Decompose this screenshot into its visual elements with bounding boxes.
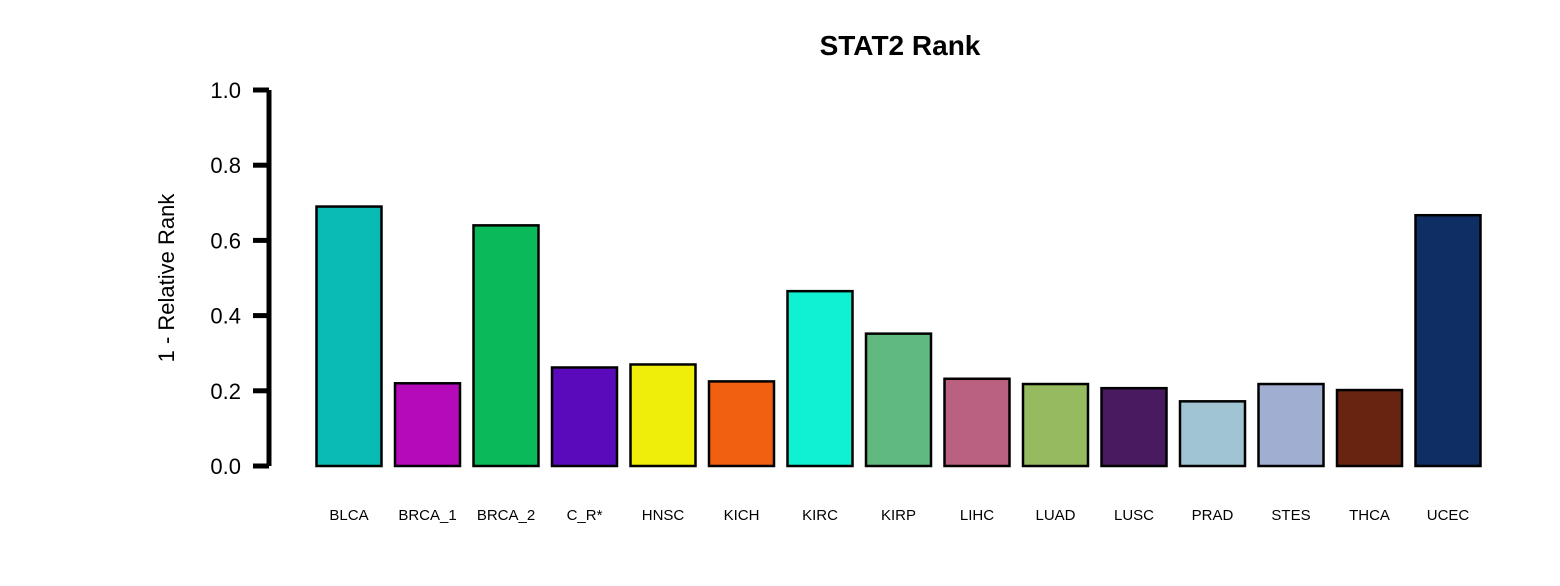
y-tick-label: 0.6 (210, 228, 241, 253)
bar-brca-1 (393, 382, 462, 468)
y-tick-label: 0.2 (210, 379, 241, 404)
bar-stes (1257, 382, 1325, 468)
chart-title: STAT2 Rank (820, 30, 981, 61)
bar-luad (1021, 382, 1090, 468)
bar-c-r (550, 366, 619, 468)
x-category-label: KIRP (881, 507, 916, 524)
bar-kirc (786, 289, 854, 468)
bar-brca-2 (472, 224, 540, 468)
x-category-label: UCEC (1427, 507, 1470, 524)
y-tick-label: 0.0 (210, 454, 241, 479)
bar-kirp (864, 332, 933, 468)
bars-group (315, 205, 1482, 468)
bar-hnsc (629, 363, 697, 468)
x-category-label: BLCA (329, 507, 368, 524)
category-labels: BLCA BRCA_1 BRCA_2 C_R* HNSC KICH KIRC KIRP LIHC… (329, 507, 1469, 524)
bar-kich (707, 380, 776, 468)
x-category-label: STES (1271, 507, 1310, 524)
bar-ucec (1414, 213, 1482, 468)
bar-thca (1335, 388, 1404, 468)
x-category-label: BRCA_1 (398, 507, 456, 524)
x-category-label: LIHC (960, 507, 994, 524)
x-category-label: KICH (724, 507, 760, 524)
x-category-label: BRCA_2 (477, 507, 535, 524)
x-category-label: HNSC (642, 507, 685, 524)
y-tick-label: 0.8 (210, 153, 241, 178)
y-axis-label: 1 - Relative Rank (154, 193, 179, 363)
x-category-label: C_R* (567, 507, 603, 524)
y-axis: 0.0 0.2 0.4 0.6 0.8 1.0 (210, 78, 272, 479)
x-category-label: LUAD (1035, 507, 1075, 524)
bar-blca (315, 205, 383, 468)
bar-prad (1178, 400, 1247, 468)
x-category-label: PRAD (1192, 507, 1234, 524)
x-category-label: KIRC (802, 507, 838, 524)
y-tick-label: 1.0 (210, 78, 241, 103)
x-category-label: THCA (1349, 507, 1390, 524)
y-tick-label: 0.4 (210, 304, 241, 329)
x-category-label: LUSC (1114, 507, 1154, 524)
bar-lusc (1100, 386, 1168, 468)
bar-lihc (943, 377, 1011, 468)
